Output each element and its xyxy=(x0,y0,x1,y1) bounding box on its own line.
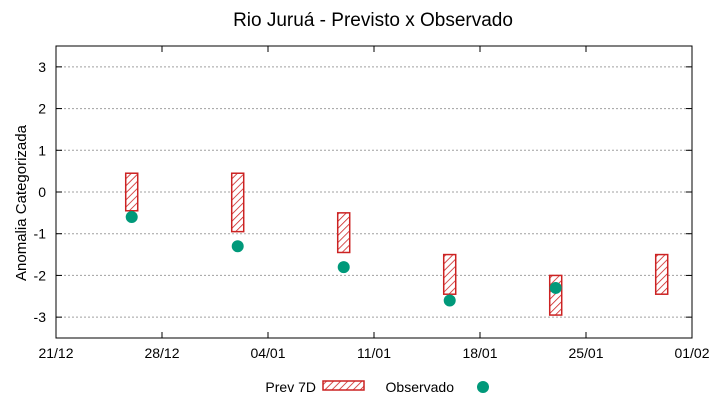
observed-point xyxy=(443,294,456,307)
y-tick-label: 3 xyxy=(38,59,46,75)
y-tick-label: -3 xyxy=(34,309,47,325)
x-axis: 21/12 28/12 04/01 11/01 18/01 25/01 01/02 xyxy=(38,46,710,361)
x-tick-label: 04/01 xyxy=(250,345,285,361)
y-tick-label: -2 xyxy=(34,267,47,283)
x-tick-label: 28/12 xyxy=(144,345,179,361)
legend-swatch-prev7d xyxy=(322,380,365,391)
forecast-range-bar xyxy=(548,274,563,316)
chart-title: Rio Juruá - Previsto x Observado xyxy=(233,10,513,31)
plot-border xyxy=(55,45,693,339)
forecast-series xyxy=(124,172,669,316)
x-tick-label: 01/02 xyxy=(674,345,709,361)
grid xyxy=(56,66,692,318)
observed-point xyxy=(125,211,138,224)
x-tick-label: 18/01 xyxy=(462,345,497,361)
y-tick-label: 2 xyxy=(38,101,46,117)
x-tick-label: 25/01 xyxy=(568,345,603,361)
legend-swatch-observado xyxy=(477,381,489,393)
forecast-range-bar xyxy=(654,253,669,295)
forecast-range-bar xyxy=(124,172,139,212)
y-tick-label: -1 xyxy=(34,226,47,242)
observed-point xyxy=(231,240,244,253)
y-tick-label: 0 xyxy=(38,184,46,200)
y-axis: -3 -2 -1 0 1 2 3 xyxy=(34,59,692,325)
legend: Prev 7D Observado xyxy=(265,379,489,395)
legend-label-observado: Observado xyxy=(386,379,455,395)
observed-series xyxy=(125,211,562,307)
x-tick-label: 21/12 xyxy=(38,345,73,361)
forecast-range-bar xyxy=(336,212,351,254)
x-tick-label: 11/01 xyxy=(357,345,391,361)
y-tick-label: 1 xyxy=(38,142,46,158)
forecast-range-bar xyxy=(230,172,245,233)
y-axis-label: Anomalia Categorizada xyxy=(13,124,30,281)
legend-label-prev7d: Prev 7D xyxy=(265,379,316,395)
observed-point xyxy=(337,261,350,274)
forecast-range-bar xyxy=(442,253,457,295)
observed-point xyxy=(549,281,562,294)
